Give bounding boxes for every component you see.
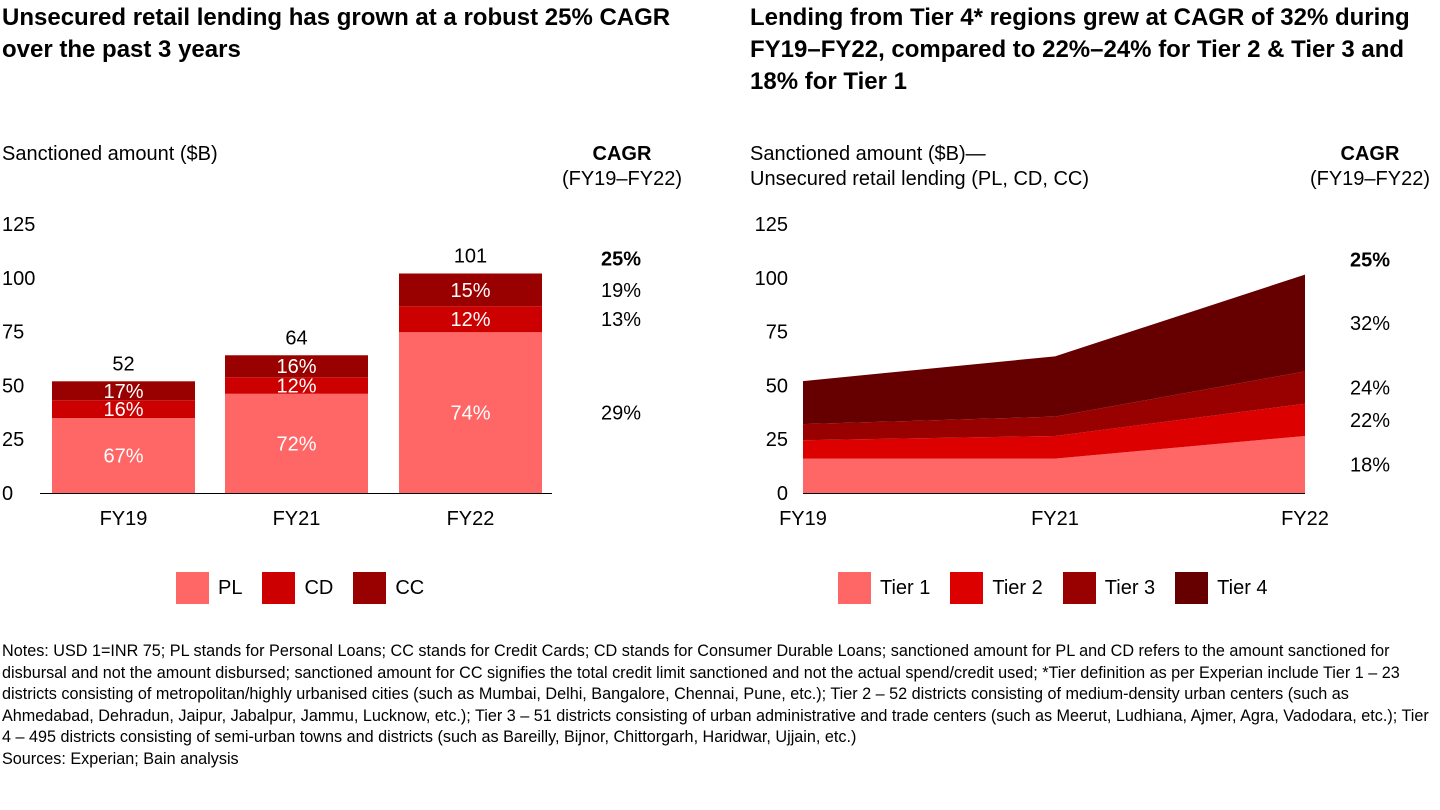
legend-swatch: [1062, 572, 1096, 604]
bar-segment-cd: [52, 400, 195, 419]
cagr-label-cd: 13%: [601, 309, 641, 331]
cagr-total-label: 25%: [601, 249, 641, 271]
legend-label: CC: [395, 576, 425, 599]
right-subtitle-line2: Unsecured retail lending (PL, CD, CC): [750, 168, 1090, 190]
y-tick-label: 50: [2, 375, 24, 397]
left-chart-title: Unsecured retail lending has grown at a …: [2, 4, 671, 63]
left-chart-subtitle: Sanctioned amount ($B): [2, 143, 218, 165]
notes-section: Notes: USD 1=INR 75; PL stands for Perso…: [2, 641, 1438, 770]
right-cagr-label: CAGR: [1340, 143, 1400, 165]
legend-item: CD: [262, 572, 333, 604]
left-cagr-header: CAGR (FY19–FY22): [542, 142, 702, 192]
right-cagr-header: CAGR (FY19–FY22): [1290, 142, 1440, 192]
x-tick-label: FY22: [1281, 508, 1329, 530]
legend-item: Tier 4: [1175, 572, 1268, 604]
area-band-tier-4: [803, 274, 1305, 425]
legend-label: CD: [304, 576, 334, 599]
y-tick-label: 0: [777, 483, 788, 505]
cagr-label-pl: 29%: [601, 403, 641, 425]
bar-share-label: 74%: [450, 403, 490, 425]
legend-label: Tier 4: [1217, 576, 1268, 599]
legend-swatch: [262, 572, 296, 604]
x-tick-label: FY21: [273, 508, 321, 530]
legend-item: Tier 3: [1062, 572, 1156, 604]
y-tick-label: 25: [2, 429, 24, 451]
y-tick-label: 50: [766, 375, 788, 397]
right-subtitle-line1: Sanctioned amount ($B)—: [750, 143, 986, 165]
bar-segment-pl: [225, 393, 368, 493]
legend-item: Tier 1: [838, 572, 930, 604]
bar-share-label: 15%: [450, 280, 490, 302]
bar-segment-pl: [52, 418, 195, 493]
y-tick-label: 100: [755, 268, 788, 290]
legend-label: PL: [218, 576, 243, 599]
right-chart-title: Lending from Tier 4* regions grew at CAG…: [750, 4, 1410, 95]
legend-item: CC: [353, 572, 424, 604]
bar-share-label: 12%: [276, 376, 316, 398]
right-cagr-period: (FY19–FY22): [1309, 168, 1431, 190]
area-band-tier-2: [803, 403, 1305, 459]
cagr-label-cc: 19%: [601, 280, 641, 302]
y-tick-label: 25: [766, 429, 788, 451]
bar-segment-cd: [225, 377, 368, 394]
bar-segment-cc: [52, 381, 195, 401]
legend-label: Tier 1: [880, 576, 931, 599]
bar-share-label: 17%: [103, 381, 143, 403]
charts-canvas: 025507510012567%16%17%52FY1972%12%16%64F…: [2, 214, 1390, 530]
notes-text: Notes: USD 1=INR 75; PL stands for Perso…: [2, 642, 1429, 746]
legend-swatch: [176, 572, 209, 604]
legend-label: Tier 2: [992, 576, 1043, 599]
x-tick-label: FY19: [779, 508, 827, 530]
bar-share-label: 16%: [103, 399, 143, 421]
bar-segment-cc: [225, 355, 368, 378]
bar-share-label: 72%: [276, 433, 316, 455]
cagr-total-label: 25%: [1350, 250, 1390, 272]
legend-item: Tier 2: [950, 572, 1043, 604]
area-band-tier-3: [803, 371, 1305, 441]
x-tick-label: FY21: [1031, 508, 1079, 530]
x-tick-label: FY22: [447, 508, 495, 530]
bar-segment-cc: [399, 273, 542, 307]
bar-share-label: 67%: [103, 446, 143, 468]
x-tick-label: FY19: [100, 508, 148, 530]
left-legend: PL CD CC: [176, 572, 444, 604]
legend-swatch: [950, 572, 984, 604]
y-tick-label: 75: [2, 322, 24, 344]
cagr-label-tier-1: 18%: [1350, 454, 1390, 476]
sources-text: Sources: Experian; Bain analysis: [2, 749, 239, 768]
right-legend: Tier 1 Tier 2 Tier 3 Tier 4: [838, 572, 1288, 604]
y-tick-label: 125: [755, 214, 788, 236]
cagr-label-tier-4: 32%: [1350, 313, 1390, 335]
y-tick-label: 75: [766, 322, 788, 344]
legend-swatch: [838, 572, 871, 604]
right-chart-subtitle: Sanctioned amount ($B)— Unsecured retail…: [750, 142, 1180, 192]
y-tick-label: 0: [2, 483, 13, 505]
bar-total-label: 52: [112, 353, 134, 375]
area-band-tier-1: [803, 435, 1305, 493]
legend-swatch: [1175, 572, 1209, 604]
bar-segment-pl: [399, 332, 542, 493]
cagr-label-tier-3: 24%: [1350, 378, 1390, 400]
bar-total-label: 64: [285, 327, 307, 349]
legend-swatch: [353, 572, 387, 604]
bar-share-label: 12%: [450, 309, 490, 331]
y-tick-label: 125: [2, 214, 35, 236]
left-cagr-period: (FY19–FY22): [561, 168, 683, 190]
bar-total-label: 101: [454, 245, 487, 267]
y-tick-label: 100: [2, 268, 35, 290]
bar-segment-cd: [399, 306, 542, 333]
legend-label: Tier 3: [1104, 576, 1156, 599]
cagr-label-tier-2: 22%: [1350, 410, 1390, 432]
bar-share-label: 16%: [276, 356, 316, 378]
legend-item: PL: [176, 572, 242, 604]
left-cagr-label: CAGR: [592, 143, 652, 165]
